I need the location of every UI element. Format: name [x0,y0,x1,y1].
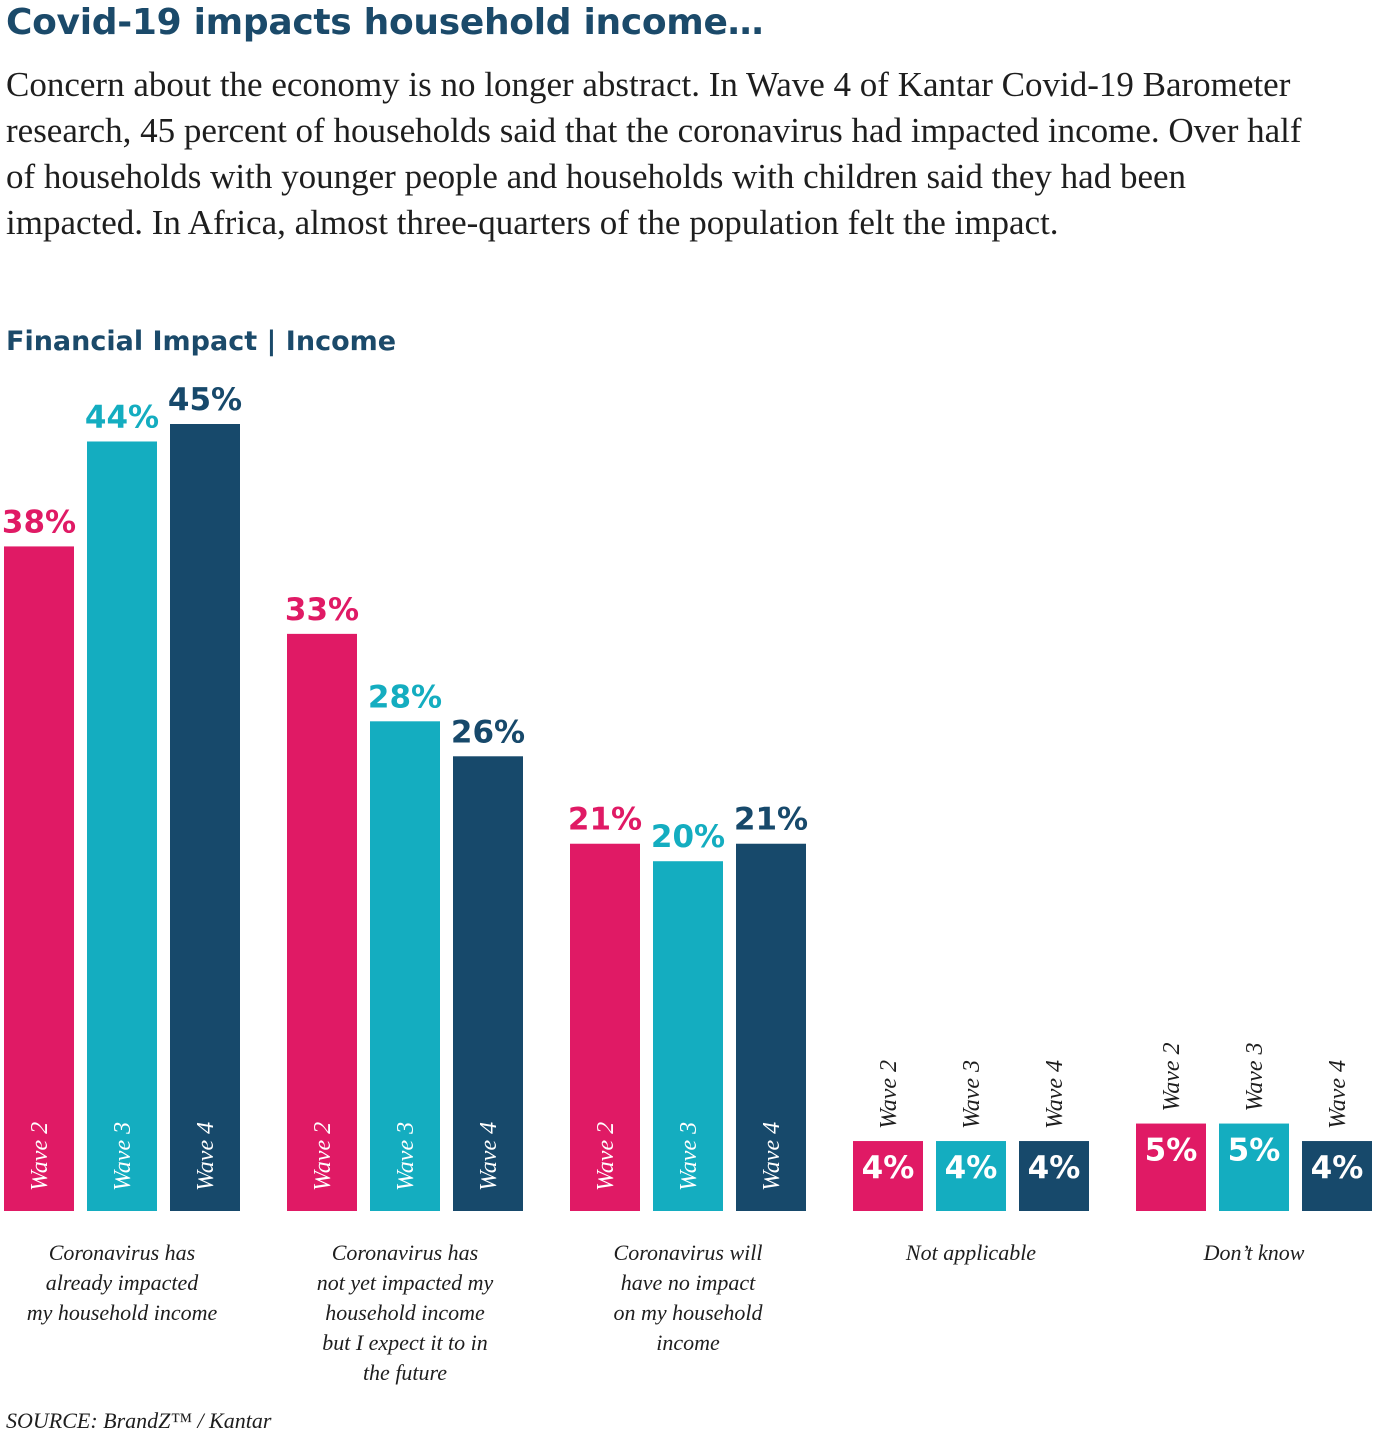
bar-1-wave-2 [4,546,74,1211]
value-label: 38% [2,504,76,540]
bar-2-wave-2 [287,633,357,1211]
category-label: Coronavirus has [49,1240,195,1265]
bar-2-wave-3 [370,721,440,1211]
category-label: Don’t know [1203,1240,1305,1265]
value-label: 4% [1311,1150,1364,1186]
value-label: 20% [651,819,725,855]
bar-3-wave-3 [653,861,723,1211]
value-label: 28% [368,679,442,715]
series-label: Wave 3 [1242,1042,1268,1111]
value-label: 21% [568,802,642,838]
bar-5-wave-3 [1219,1123,1289,1211]
bar-1-wave-3 [87,441,157,1211]
value-label: 45% [168,382,242,418]
series-label: Wave 4 [193,1122,219,1191]
source-note: SOURCE: BrandZ™ / Kantar [6,1408,272,1433]
series-label: Wave 3 [676,1122,702,1191]
series-label: Wave 2 [876,1060,902,1129]
category-label: Coronavirus will [614,1240,763,1265]
chart-subtitle: Financial Impact | Income [6,326,397,357]
series-label: Wave 3 [110,1122,136,1191]
category-label: income [656,1330,720,1355]
intro-paragraph: Concern about the economy is no longer a… [6,65,1302,242]
bar-5-wave-4 [1302,1141,1372,1211]
category-label: already impacted [46,1270,200,1295]
category-label: on my household [613,1300,763,1325]
category-label: my household income [27,1300,218,1325]
series-label: Wave 4 [1325,1060,1351,1129]
series-label: Wave 2 [27,1122,53,1191]
value-label: 5% [1228,1133,1281,1169]
bar-5-wave-2 [1136,1123,1206,1211]
value-label: 5% [1145,1133,1198,1169]
value-label: 4% [862,1150,915,1186]
value-label: 4% [945,1150,998,1186]
value-label: 26% [451,714,525,750]
value-label: 44% [85,399,159,435]
category-label: Not applicable [905,1240,1036,1265]
value-label: 33% [285,592,359,628]
bar-1-wave-4 [170,424,240,1211]
category-label: the future [363,1360,447,1385]
category-label: Coronavirus has [332,1240,478,1265]
page-title: Covid-19 impacts household income… [6,2,764,43]
bar-4-wave-3 [936,1141,1006,1211]
category-label: not yet impacted my [317,1270,494,1295]
series-label: Wave 2 [593,1122,619,1191]
category-label: but I expect it to in [322,1330,488,1355]
series-label: Wave 2 [1159,1042,1185,1111]
series-label: Wave 4 [759,1122,785,1191]
series-label: Wave 4 [476,1122,502,1191]
value-label: 21% [734,802,808,838]
bar-2-wave-4 [453,756,523,1211]
bar-4-wave-2 [853,1141,923,1211]
series-label: Wave 4 [1042,1060,1068,1129]
series-label: Wave 2 [310,1122,336,1191]
series-label: Wave 3 [393,1122,419,1191]
bar-3-wave-2 [570,843,640,1211]
category-label: household income [325,1300,485,1325]
series-label: Wave 3 [959,1060,985,1129]
category-label: have no impact [621,1270,756,1295]
value-label: 4% [1028,1150,1081,1186]
bar-3-wave-4 [736,843,806,1211]
bar-4-wave-4 [1019,1141,1089,1211]
